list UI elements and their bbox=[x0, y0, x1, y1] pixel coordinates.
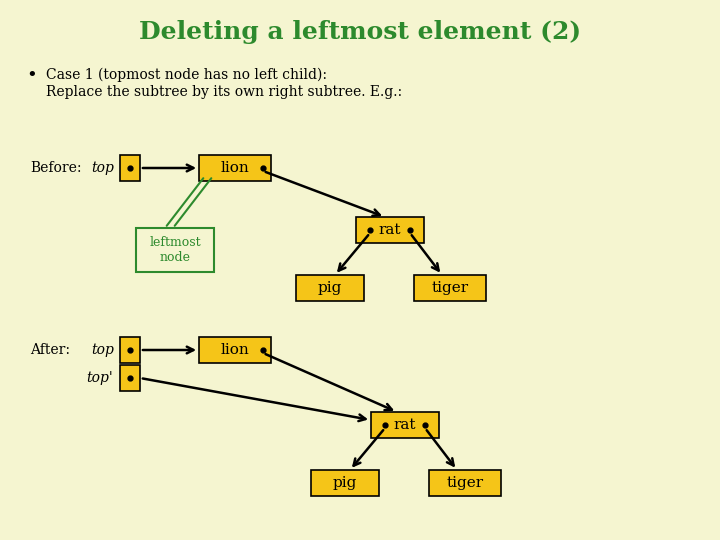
Text: •: • bbox=[27, 66, 37, 84]
FancyBboxPatch shape bbox=[120, 155, 140, 181]
Text: pig: pig bbox=[333, 476, 357, 490]
Text: Case 1 (topmost node has no left child):: Case 1 (topmost node has no left child): bbox=[46, 68, 327, 82]
FancyBboxPatch shape bbox=[356, 217, 424, 243]
Text: tiger: tiger bbox=[446, 476, 484, 490]
FancyBboxPatch shape bbox=[311, 470, 379, 496]
Text: leftmost
node: leftmost node bbox=[149, 236, 201, 264]
FancyBboxPatch shape bbox=[296, 275, 364, 301]
Text: rat: rat bbox=[379, 223, 401, 237]
FancyBboxPatch shape bbox=[120, 365, 140, 391]
Text: top: top bbox=[91, 161, 114, 175]
FancyBboxPatch shape bbox=[136, 228, 214, 272]
Text: Deleting a leftmost element (2): Deleting a leftmost element (2) bbox=[139, 20, 581, 44]
Text: After:: After: bbox=[30, 343, 70, 357]
FancyBboxPatch shape bbox=[414, 275, 486, 301]
FancyBboxPatch shape bbox=[371, 412, 439, 438]
FancyBboxPatch shape bbox=[199, 155, 271, 181]
Text: pig: pig bbox=[318, 281, 342, 295]
Text: Before:: Before: bbox=[30, 161, 81, 175]
Text: Replace the subtree by its own right subtree. E.g.:: Replace the subtree by its own right sub… bbox=[46, 85, 402, 99]
FancyBboxPatch shape bbox=[120, 337, 140, 363]
FancyBboxPatch shape bbox=[429, 470, 501, 496]
Text: top: top bbox=[91, 343, 114, 357]
Text: tiger: tiger bbox=[431, 281, 469, 295]
FancyBboxPatch shape bbox=[199, 337, 271, 363]
Text: top': top' bbox=[86, 371, 113, 385]
Text: lion: lion bbox=[220, 343, 249, 357]
Text: rat: rat bbox=[394, 418, 416, 432]
Text: lion: lion bbox=[220, 161, 249, 175]
